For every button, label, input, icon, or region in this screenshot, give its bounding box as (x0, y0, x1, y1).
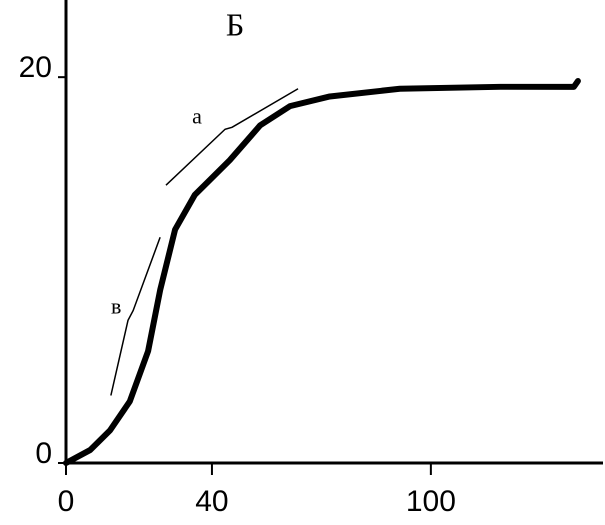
y-tick-label: 0 (35, 437, 52, 470)
annotation-label: в (111, 294, 121, 319)
annotation-line (165, 88, 299, 186)
x-tick-label: 0 (58, 485, 75, 518)
annotation-line (110, 237, 161, 396)
annotation-label: а (192, 103, 202, 128)
line (63, 78, 581, 466)
x-tick-label: 40 (195, 485, 228, 518)
x-tick-label: 100 (406, 485, 456, 518)
chart-title: Б (226, 6, 244, 42)
y-tick-label: 20 (19, 51, 52, 84)
